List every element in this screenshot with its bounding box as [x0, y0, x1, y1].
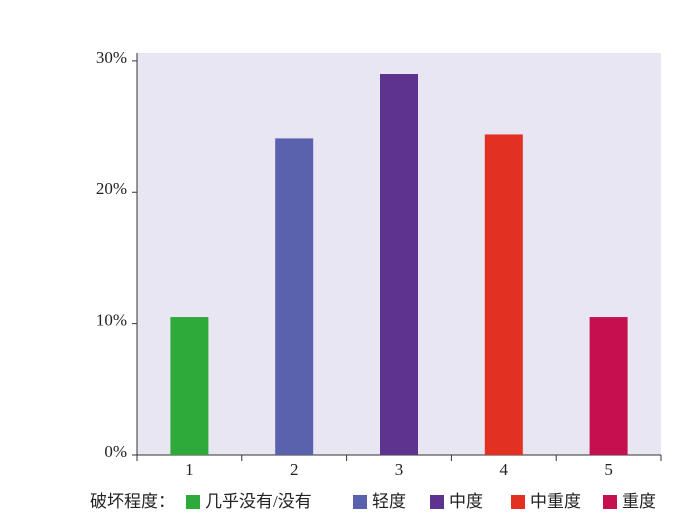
x-tick-label: 1: [185, 460, 194, 479]
x-tick-label: 2: [290, 460, 299, 479]
legend-label: 重度: [622, 492, 656, 511]
legend-label: 几乎没有/没有: [205, 492, 312, 511]
bar: [484, 134, 523, 455]
legend-swatch: [186, 495, 200, 509]
legend-label: 轻度: [372, 492, 406, 511]
legend-swatch: [430, 495, 444, 509]
y-tick-label: 10%: [96, 311, 127, 330]
legend-swatch: [603, 495, 617, 509]
bar: [275, 138, 314, 455]
bar: [170, 317, 209, 455]
bar: [589, 317, 628, 455]
legend-label: 中重度: [530, 492, 581, 511]
x-tick-label: 5: [604, 460, 613, 479]
legend-swatch: [353, 495, 367, 509]
legend-label: 中度: [449, 492, 483, 511]
legend-swatch: [511, 495, 525, 509]
y-tick-label: 20%: [96, 179, 127, 198]
x-tick-label: 4: [500, 460, 509, 479]
legend-title: 破坏程度：: [90, 492, 175, 511]
bar: [380, 74, 418, 456]
y-tick-label: 30%: [96, 48, 127, 67]
y-tick-label: 0%: [104, 442, 127, 461]
x-tick-label: 3: [395, 460, 404, 479]
